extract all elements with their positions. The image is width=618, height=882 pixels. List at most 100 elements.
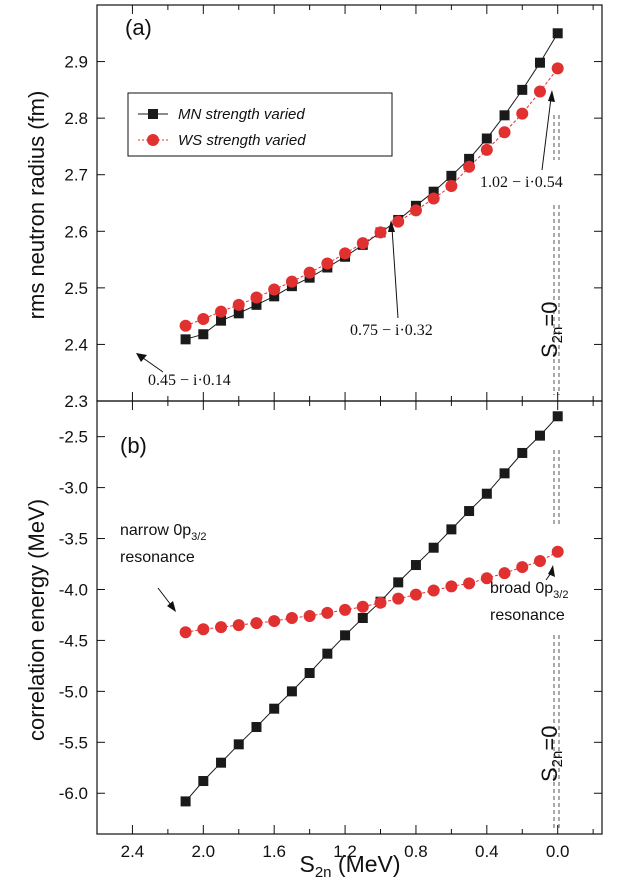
point-ws-b-12 xyxy=(392,592,405,605)
point-mn-b-14 xyxy=(428,542,439,553)
point-mn-a-18 xyxy=(499,110,510,121)
x-tick-label-3: 1.2 xyxy=(333,842,357,861)
point-mn-b-6 xyxy=(286,686,297,697)
point-ws-a-4 xyxy=(250,291,263,304)
panel-b-frame xyxy=(96,400,603,835)
point-ws-a-0 xyxy=(179,319,192,332)
point-ws-a-10 xyxy=(356,237,369,250)
point-mn-b-4 xyxy=(251,722,262,733)
point-mn-b-12 xyxy=(393,577,404,588)
point-ws-b-19 xyxy=(516,561,529,574)
point-mn-b-8 xyxy=(322,648,333,659)
point-ws-a-14 xyxy=(427,192,440,205)
point-ws-a-15 xyxy=(445,180,458,193)
annotation-b1-arrow xyxy=(157,587,176,612)
y-tick-label-b-2: -5.0 xyxy=(59,682,88,701)
point-ws-b-10 xyxy=(356,600,369,613)
point-ws-a-12 xyxy=(392,215,405,228)
x-tick-label-6: 0.0 xyxy=(546,842,570,861)
point-ws-b-15 xyxy=(445,580,458,593)
point-ws-b-20 xyxy=(533,554,546,567)
y-tick-label-b-3: -4.5 xyxy=(59,631,88,650)
y-tick-label-b-6: -3.0 xyxy=(59,479,88,498)
legend-item-mn: MN strength varied xyxy=(138,106,305,123)
s2n-zero-marker-b xyxy=(553,450,560,830)
point-ws-a-3 xyxy=(232,298,245,311)
point-ws-a-5 xyxy=(268,283,281,296)
y-axis-title-a: rms neutron radius (fm) xyxy=(24,91,49,320)
series-line-ws-a xyxy=(185,68,559,327)
point-mn-b-21 xyxy=(552,411,563,422)
point-ws-b-18 xyxy=(498,567,511,580)
y-tick-label-b-1: -5.5 xyxy=(59,733,88,752)
point-ws-a-7 xyxy=(303,266,316,279)
point-ws-b-13 xyxy=(409,588,422,601)
annotation-b1: narrow 0p3/2 xyxy=(120,522,206,543)
point-ws-a-20 xyxy=(533,85,546,98)
point-mn-a-21 xyxy=(552,28,563,39)
y-tick-label-a-4: 2.7 xyxy=(64,166,88,185)
point-ws-a-9 xyxy=(339,247,352,260)
y-tick-label-b-7: -2.5 xyxy=(59,428,88,447)
point-ws-a-13 xyxy=(409,204,422,217)
series-line-mn-b xyxy=(185,415,559,802)
point-mn-b-1 xyxy=(198,776,209,787)
point-ws-a-18 xyxy=(498,126,511,139)
panel-a-tag: (a) xyxy=(125,15,152,40)
annotation-b1-line2: resonance xyxy=(120,549,195,566)
point-ws-b-9 xyxy=(339,603,352,616)
point-ws-a-16 xyxy=(463,160,476,173)
panel-b-series xyxy=(179,411,564,807)
point-ws-b-3 xyxy=(232,619,245,632)
annotation-a3-arrow xyxy=(541,90,555,171)
point-ws-b-0 xyxy=(179,626,192,639)
point-ws-a-6 xyxy=(285,275,298,288)
legend-marker-ws xyxy=(147,134,159,146)
point-mn-a-1 xyxy=(198,329,209,340)
point-mn-b-15 xyxy=(446,524,457,535)
annotation-a1: 0.45 − i·0.14 xyxy=(148,372,231,389)
panel-a-ticks: 2.3 2.4 2.5 2.6 2.7 2.8 2.9 xyxy=(64,5,602,411)
point-mn-b-13 xyxy=(410,560,421,571)
legend-label-mn: MN strength varied xyxy=(178,106,305,123)
point-mn-a-3 xyxy=(233,308,244,319)
annotation-a2-arrow xyxy=(388,220,399,319)
point-ws-b-1 xyxy=(197,623,210,636)
point-mn-b-16 xyxy=(464,506,475,517)
point-ws-a-2 xyxy=(215,305,228,318)
point-ws-b-17 xyxy=(480,572,493,585)
point-ws-a-1 xyxy=(197,312,210,325)
x-tick-label-0: 2.4 xyxy=(121,842,145,861)
y-axis-title-b: correlation energy (MeV) xyxy=(24,499,49,741)
panel-b-ticks: -6.0 -5.5 -5.0 -4.5 -4.0 -3.5 -3.0 -2.5 2.4 2.0 1.… xyxy=(59,401,602,861)
point-mn-a-14 xyxy=(428,186,439,197)
point-ws-b-7 xyxy=(303,609,316,622)
point-ws-b-5 xyxy=(268,615,281,628)
point-ws-b-14 xyxy=(427,584,440,597)
point-mn-a-0 xyxy=(180,334,191,345)
annotation-b2-line2: resonance xyxy=(490,607,565,624)
x-tick-label-4: 0.8 xyxy=(404,842,428,861)
point-ws-b-6 xyxy=(285,612,298,625)
x-tick-label-2: 1.6 xyxy=(262,842,286,861)
legend-item-ws: WS strength varied xyxy=(138,132,306,149)
point-mn-a-20 xyxy=(534,57,545,68)
point-mn-b-7 xyxy=(304,668,315,679)
annotation-a1-arrow xyxy=(136,353,164,373)
series-line-ws-b xyxy=(185,551,558,633)
y-tick-label-a-0: 2.3 xyxy=(64,392,88,411)
point-mn-b-18 xyxy=(499,468,510,479)
point-ws-a-19 xyxy=(516,107,529,120)
y-tick-label-a-1: 2.4 xyxy=(64,335,88,354)
series-line-mn-a xyxy=(185,33,559,340)
legend: MN strength varied WS strength varied xyxy=(127,92,393,157)
x-tick-label-1: 2.0 xyxy=(191,842,215,861)
point-ws-b-16 xyxy=(463,577,476,590)
point-ws-a-21 xyxy=(551,62,564,75)
y-tick-label-b-5: -3.5 xyxy=(59,530,88,549)
legend-label-ws: WS strength varied xyxy=(178,132,306,149)
point-mn-a-4 xyxy=(251,299,262,310)
point-mn-a-2 xyxy=(216,315,227,326)
annotation-b2: broad 0p3/2 xyxy=(490,580,568,601)
y-tick-label-a-5: 2.8 xyxy=(64,109,88,128)
